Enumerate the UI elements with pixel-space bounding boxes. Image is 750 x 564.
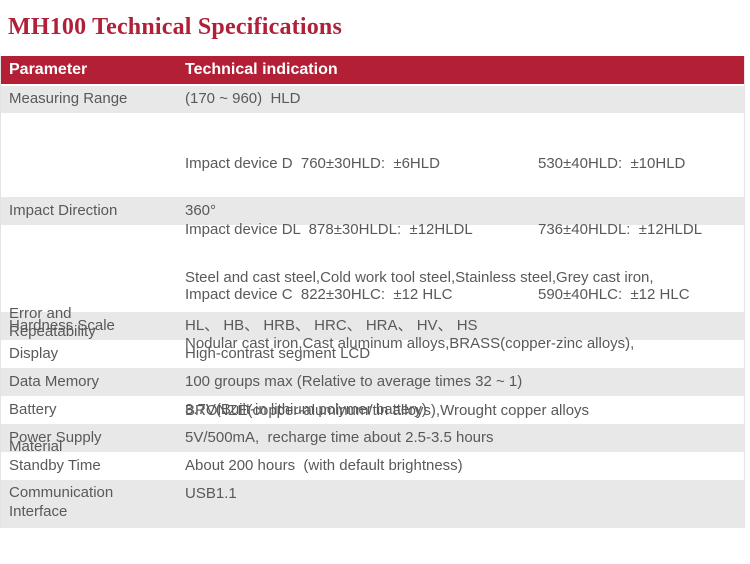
value-cell: HL、 HB、 HRB、 HRC、 HRA、 HV、 HS	[185, 316, 478, 334]
value-cell: High-contrast segment LCD	[185, 344, 371, 362]
param-cell: Battery	[9, 400, 57, 418]
value-cell: USB1.1	[185, 485, 237, 502]
material-line: Nodular cast iron,Cast aluminum alloys,B…	[185, 335, 635, 352]
value-cell: 360°	[185, 201, 217, 219]
param-cell: Material	[9, 438, 63, 456]
error-left: Impact device D 760±30HLD: ±6HLD	[185, 155, 440, 173]
row-data-memory: Data Memory 100 groups max (Relative to …	[1, 368, 744, 396]
header-parameter: Parameter	[9, 61, 88, 78]
spec-table: Parameter Technical indication Measuring…	[0, 56, 745, 528]
row-display: Display High-contrast segment LCD	[1, 340, 744, 368]
error-left: Impact device C 822±30HLC: ±12 HLC	[185, 286, 453, 304]
param-cell: Data Memory	[9, 372, 100, 390]
row-measuring-range: Measuring Range (170 ~ 960) HLD	[1, 86, 744, 113]
value-cell: (170 ~ 960) HLD	[185, 90, 301, 108]
param-cell: Power Supply	[9, 428, 102, 446]
error-right: 530±40HLD: ±10HLD	[538, 155, 686, 173]
row-error-and-repeatability: Error and Repeatability Impact device D …	[1, 113, 744, 340]
material-line: BRONZE(copper-aluminum/tin alloys),Wroug…	[185, 401, 590, 419]
error-line-device-d: Impact device D 760±30HLD: ±6HLD 530±40H…	[185, 151, 744, 179]
param-cell: Measuring Range	[9, 90, 128, 108]
value-cell: 5V/500mA, recharge time about 2.5-3.5 ho…	[185, 428, 494, 446]
row-impact-direction: Impact Direction 360°	[1, 197, 744, 225]
error-right: 590±40HLC: ±12 HLC	[538, 286, 690, 304]
error-line-device-c: Impact device C 822±30HLC: ±12 HLC 590±4…	[185, 282, 744, 310]
table-header-row: Parameter Technical indication	[1, 56, 744, 84]
param-cell: Impact Direction	[9, 201, 118, 219]
param-cell: Error and Repeatability	[9, 304, 96, 341]
material-line: Steel and cast steel,Cold work tool stee…	[185, 268, 654, 286]
error-right: 736±40HLDL: ±12HLDL	[538, 220, 703, 238]
error-line-device-dl: Impact device DL 878±30HLDL: ±12HLDL 736…	[185, 216, 744, 244]
row-hardness-scale: Hardness Scale HL、 HB、 HRB、 HRC、 HRA、 HV…	[1, 312, 744, 340]
row-communication-interface: Communication Interface USB1.1	[1, 480, 744, 528]
row-standby-time: Standby Time About 200 hours (with defau…	[1, 452, 744, 480]
param-cell: Display	[9, 344, 59, 362]
value-cell: Impact device D 760±30HLD: ±6HLD 530±40H…	[185, 113, 744, 347]
page-title: MH100 Technical Specifications	[8, 14, 343, 40]
header-technical-indication: Technical indication	[185, 61, 338, 78]
param-cell: Standby Time	[9, 456, 101, 474]
row-material: Material Steel and cast steel,Cold work …	[1, 225, 744, 455]
param-cell: Communication Interface	[9, 484, 114, 520]
row-power-supply: Power Supply 5V/500mA, recharge time abo…	[1, 424, 744, 452]
value-cell: About 200 hours (with default brightness…	[185, 456, 463, 474]
value-cell: Steel and cast steel,Cold work tool stee…	[185, 225, 744, 462]
value-cell: 100 groups max (Relative to average time…	[185, 372, 523, 390]
row-battery: Battery 3.7V(Built-in lithium polymer ba…	[1, 396, 744, 424]
value-cell: 3.7V(Built-in lithium polymer battery)	[185, 400, 427, 418]
param-cell: Hardness Scale	[9, 316, 115, 334]
error-left: Impact device DL 878±30HLDL: ±12HLDL	[185, 220, 473, 238]
